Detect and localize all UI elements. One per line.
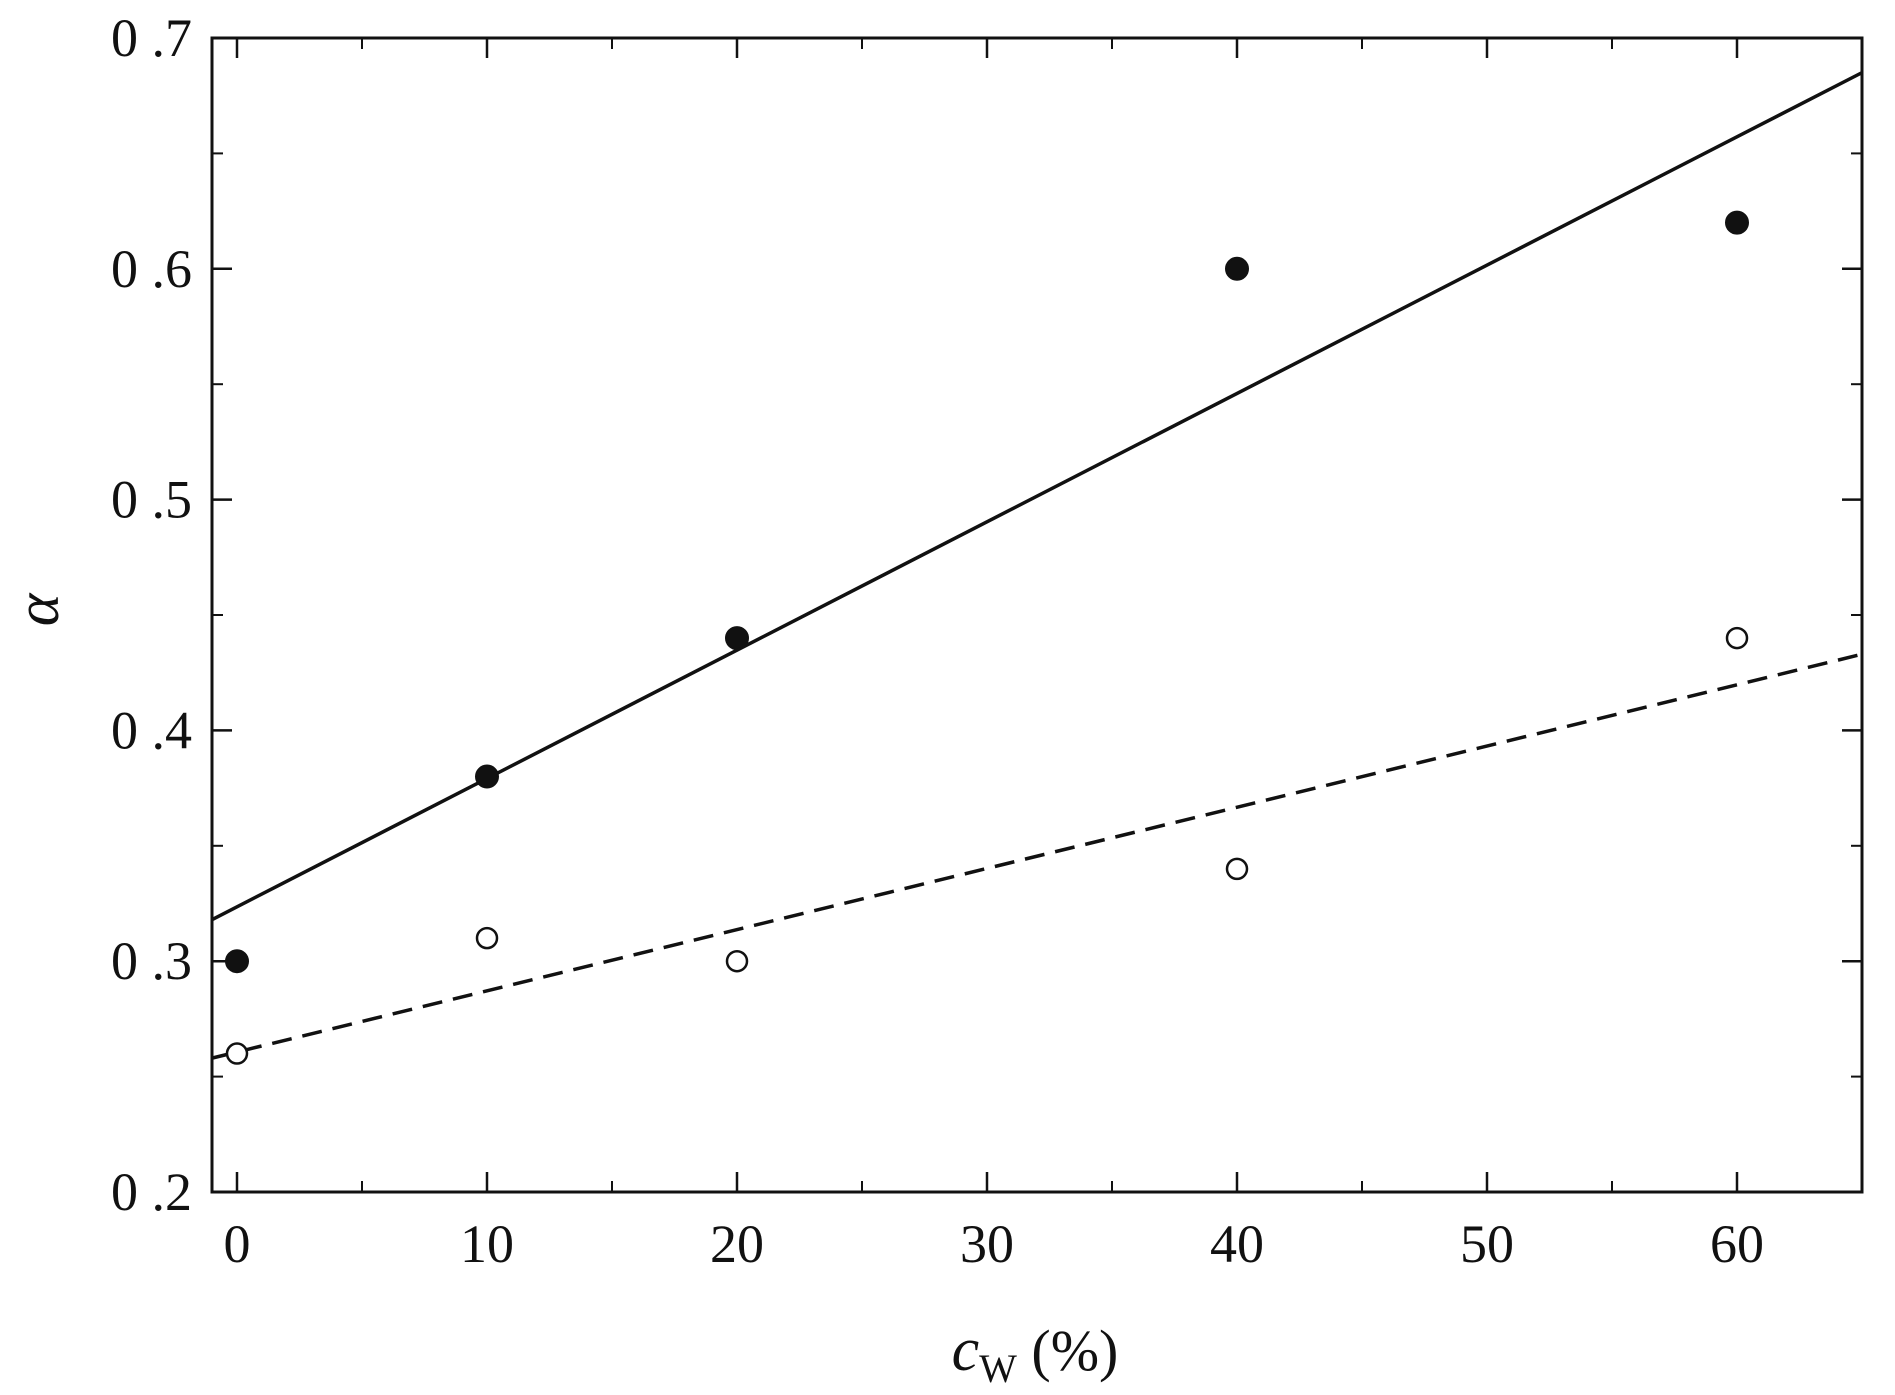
filled-data-point [1725,210,1749,235]
filled-data-point [475,764,499,789]
open-data-point [475,926,499,950]
y-axis-label: α [4,592,72,626]
y-tick-label: 0 .5 [111,470,192,530]
open-data-point [1225,857,1249,881]
open-data-point [225,1042,249,1065]
x-axis-label: cW (%) [952,1316,1119,1391]
y-tick-label: 0 .3 [111,931,192,991]
x-label-unit: (%) [1017,1318,1118,1383]
filled-data-point [225,949,249,974]
y-tick-label: 0 .7 [111,8,192,68]
x-tick-label: 30 [960,1214,1014,1274]
y-tick-label: 0 .4 [111,700,192,760]
fit-lines [211,71,1863,1060]
x-tick-label: 40 [1210,1214,1264,1274]
filled-data-point [725,626,749,651]
axis-ticks [212,36,1862,1194]
x-tick-label: 50 [1460,1214,1514,1274]
y-tick-label: 0 .2 [111,1162,192,1222]
y-tick-label: 0 .6 [111,239,192,299]
data-points [225,210,1749,1065]
tick-labels: 0 10 20 30 40 50 60 0 .2 0 .3 0 .4 0 .5 0 .6 0 .7 [111,8,1764,1274]
open-data-point [1725,626,1749,650]
x-label-symbol: c [952,1316,980,1384]
x-tick-label: 20 [710,1214,764,1274]
plot-frame [210,36,1864,1194]
open-data-point [725,949,749,973]
plot-border [210,36,1864,1194]
x-label-subscript: W [979,1346,1017,1391]
solid-fit-line [211,71,1863,922]
filled-data-point [1225,256,1249,281]
x-tick-label: 10 [460,1214,514,1274]
dashed-fit-line [211,652,1863,1060]
x-tick-label: 60 [1710,1214,1764,1274]
x-tick-label: 0 [224,1214,251,1274]
